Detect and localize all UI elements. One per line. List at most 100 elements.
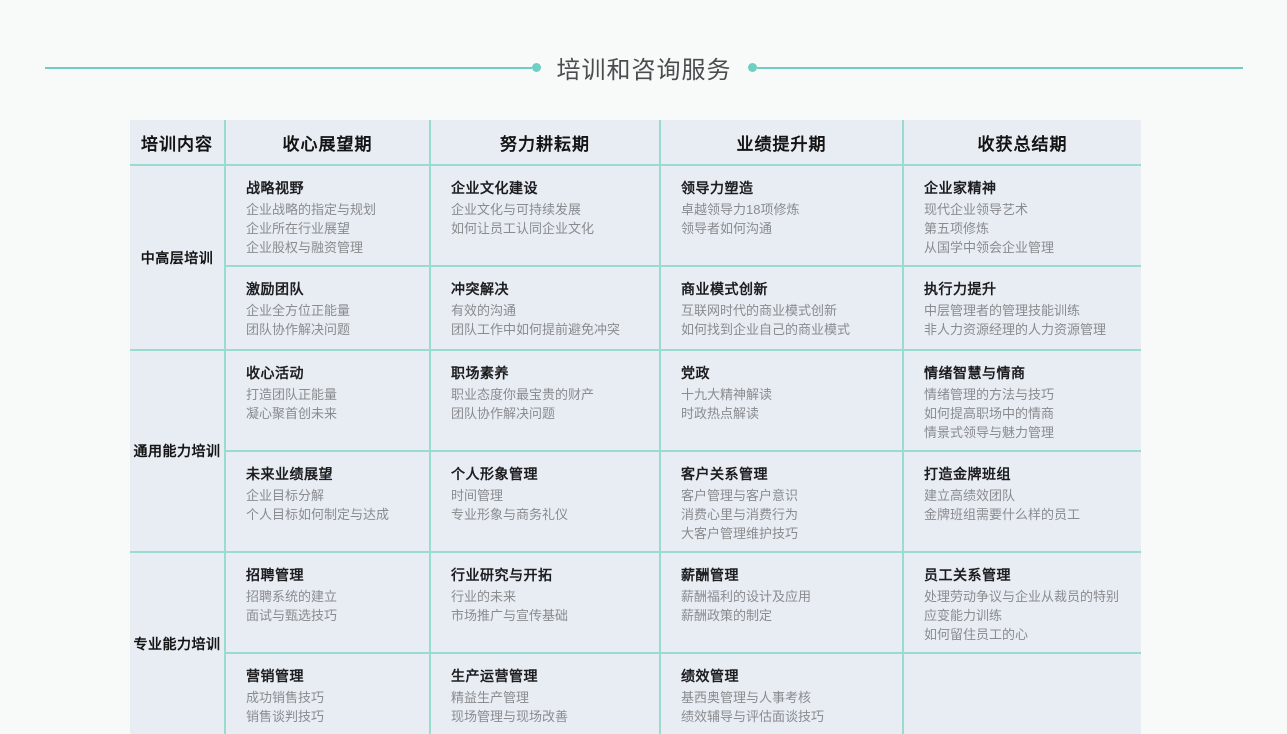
course-cell: 薪酬管理薪酬福利的设计及应用 薪酬政策的制定 (659, 551, 904, 654)
page-title: 培训和咨询服务 (556, 57, 732, 84)
course-line: 大客户管理维护技巧 (681, 526, 799, 541)
course-line: 建立高绩效团队 (924, 488, 1016, 503)
title-dot-left-icon (531, 63, 541, 72)
course-line: 客户管理与客户意识 (681, 488, 799, 503)
table-row: 专业能力培训 招聘管理 招聘系统的建立 面试与甄选技巧 行业研究与开拓 行业的未来 市场推广… (129, 551, 1142, 734)
course-title: 客户关系管理 (681, 466, 768, 482)
course-line: 从国学中领会企业管理 (924, 240, 1055, 255)
course-cell: 企业家精神 现代企业领导艺术 第五项修炼 从国学中领会企业管理 (902, 164, 1142, 267)
course-line: 基西奥管理与人事考核 (681, 690, 812, 705)
course-line: 领导者如何沟通 (681, 221, 773, 236)
title-divider-left (45, 66, 532, 69)
course-line: 精益生产管理 (451, 690, 530, 705)
course-line: 第五项修炼 (924, 221, 990, 236)
course-line: 如何留住员工的心 (924, 627, 1029, 642)
course-line: 企业目标分解 (246, 488, 325, 503)
course-line: 薪酬政策的制定 (681, 608, 773, 623)
course-title: 情绪智慧与情商 (924, 365, 1026, 381)
course-line: 绩效辅导与评估面谈技巧 (681, 709, 825, 724)
course-line: 成功销售技巧 (246, 690, 325, 705)
course-line: 情绪管理的方法与技巧 (924, 387, 1055, 402)
course-cell: 职场素养 职业态度你最宝贵的财产 团队协作解决问题 (429, 349, 661, 452)
course-line: 时间管理 (451, 488, 504, 503)
course-cell: 收心活动 打造团队正能量 凝心聚首创未来 (224, 349, 431, 452)
course-line: 非人力资源经理的人力资源管理 (924, 322, 1107, 337)
course-title: 激励团队 (246, 281, 304, 297)
course-cell: 战略视野 企业战略的指定与规划 企业所在行业展望 企业股权与融资管理 (224, 164, 431, 267)
course-title: 绩效管理 (681, 668, 739, 684)
course-line: 企业全方位正能量 (246, 303, 351, 318)
course-cell: 激励团队企业全方位正能量 团队协作解决问题 (224, 265, 431, 351)
course-title: 党政 (681, 365, 710, 381)
course-line: 如何找到企业自己的商业模式 (681, 322, 851, 337)
course-cell: 党政 十九大精神解读 时政热点解读 (659, 349, 904, 452)
table-row: 中高层培训 战略视野 企业战略的指定与规划 企业所在行业展望 企业股权与融资管理 企业文化… (129, 164, 1142, 351)
course-line: 薪酬福利的设计及应用 (681, 589, 812, 604)
column-header: 努力耕耘期 (429, 119, 661, 166)
course-title: 收心活动 (246, 365, 304, 381)
course-title: 打造金牌班组 (924, 466, 1011, 482)
course-line: 消费心里与消费行为 (681, 507, 799, 522)
table-row: 营销管理 成功销售技巧 销售谈判技巧 生产运营管理 精益生产管理 现场管理与现场改善 绩效管… (130, 652, 1142, 734)
course-cell: 企业文化建设企业文化与可持续发展 如何让员工认同企业文化 (429, 164, 661, 267)
page-header: 培训和咨询服务 (45, 50, 1243, 85)
course-cell: 执行力提升 中层管理者的管理技能训练 非人力资源经理的人力资源管理 (902, 265, 1142, 351)
column-header: 培训内容 (129, 119, 226, 166)
course-cell: 生产运营管理 精益生产管理 现场管理与现场改善 (429, 652, 661, 734)
course-cell: 员工关系管理处理劳动争议与企业从裁员的特别应变能力训练如何留住员工的心 (902, 551, 1142, 654)
course-line: 凝心聚首创未来 (246, 406, 338, 421)
training-schedule-table: 培训内容 收心展望期 努力耕耘期 业绩提升期 收获总结期 中高层培训 战略视野 企业战略的指… (129, 119, 1142, 734)
course-line: 企业文化与可持续发展 (451, 202, 582, 217)
course-title: 员工关系管理 (924, 567, 1011, 583)
course-title: 营销管理 (246, 668, 304, 684)
row-group-label: 专业能力培训 (129, 551, 226, 734)
course-title: 生产运营管理 (451, 668, 538, 684)
course-title: 行业研究与开拓 (451, 567, 553, 583)
course-line: 时政热点解读 (681, 406, 760, 421)
course-cell: 营销管理成功销售技巧 销售谈判技巧 (224, 652, 431, 734)
course-line: 销售谈判技巧 (246, 709, 325, 724)
course-cell: 商业模式创新互联网时代的商业模式创新 如何找到企业自己的商业模式 (659, 265, 904, 351)
course-title: 商业模式创新 (681, 281, 768, 297)
course-cell: 打造金牌班组 建立高绩效团队金牌班组需要什么样的员工 (902, 450, 1142, 553)
course-title: 企业家精神 (924, 180, 997, 196)
course-title: 执行力提升 (924, 281, 997, 297)
course-title: 薪酬管理 (681, 567, 739, 583)
course-cell: 招聘管理 招聘系统的建立 面试与甄选技巧 (224, 551, 431, 654)
course-line: 团队协作解决问题 (451, 406, 556, 421)
course-line: 企业所在行业展望 (246, 221, 351, 236)
course-title: 职场素养 (451, 365, 509, 381)
course-title: 冲突解决 (451, 281, 509, 297)
course-title: 领导力塑造 (681, 180, 754, 196)
course-title: 个人形象管理 (451, 466, 538, 482)
course-cell: 领导力塑造卓越领导力18项修炼 领导者如何沟通 (659, 164, 904, 267)
course-title: 企业文化建设 (451, 180, 538, 196)
course-line: 如何让员工认同企业文化 (451, 221, 595, 236)
course-cell: 情绪智慧与情商 情绪管理的方法与技巧 如何提高职场中的情商 情景式领导与魅力管理 (902, 349, 1142, 452)
course-cell: 个人形象管理 时间管理专业形象与商务礼仪 (429, 450, 661, 553)
course-line: 卓越领导力18项修炼 (681, 202, 800, 217)
course-line: 团队工作中如何提前避免冲突 (451, 322, 621, 337)
column-header: 收获总结期 (902, 119, 1142, 166)
table-row: 未来业绩展望 企业目标分解 个人目标如何制定与达成 个人形象管理 时间管理 专业形象与商务… (130, 450, 1142, 553)
title-divider-right (756, 66, 1243, 69)
table-row: 通用能力培训 收心活动 打造团队正能量 凝心聚首创未来 职场素养 职业态度你最宝贵的财产团… (129, 349, 1142, 553)
course-line: 互联网时代的商业模式创新 (681, 303, 838, 318)
course-cell: 未来业绩展望 企业目标分解 个人目标如何制定与达成 (224, 450, 431, 553)
course-line: 企业战略的指定与规划 (246, 202, 377, 217)
course-line: 有效的沟通 (451, 303, 517, 318)
course-cell: 冲突解决有效的沟通团队工作中如何提前避免冲突 (429, 265, 661, 351)
course-line: 个人目标如何制定与达成 (246, 507, 390, 522)
course-line: 企业股权与融资管理 (246, 240, 364, 255)
course-line: 行业的未来 (451, 589, 517, 604)
course-line: 专业形象与商务礼仪 (451, 507, 569, 522)
course-line: 金牌班组需要什么样的员工 (924, 507, 1081, 522)
course-line: 如何提高职场中的情商 (924, 406, 1055, 421)
course-cell: 客户关系管理客户管理与客户意识 消费心里与消费行为 大客户管理维护技巧 (659, 450, 904, 553)
column-header: 业绩提升期 (659, 119, 904, 166)
course-line: 面试与甄选技巧 (246, 608, 338, 623)
course-line: 团队协作解决问题 (246, 322, 351, 337)
course-line: 处理劳动争议与企业从裁员的特别应变能力训练 (924, 589, 1120, 623)
course-title: 招聘管理 (246, 567, 304, 583)
